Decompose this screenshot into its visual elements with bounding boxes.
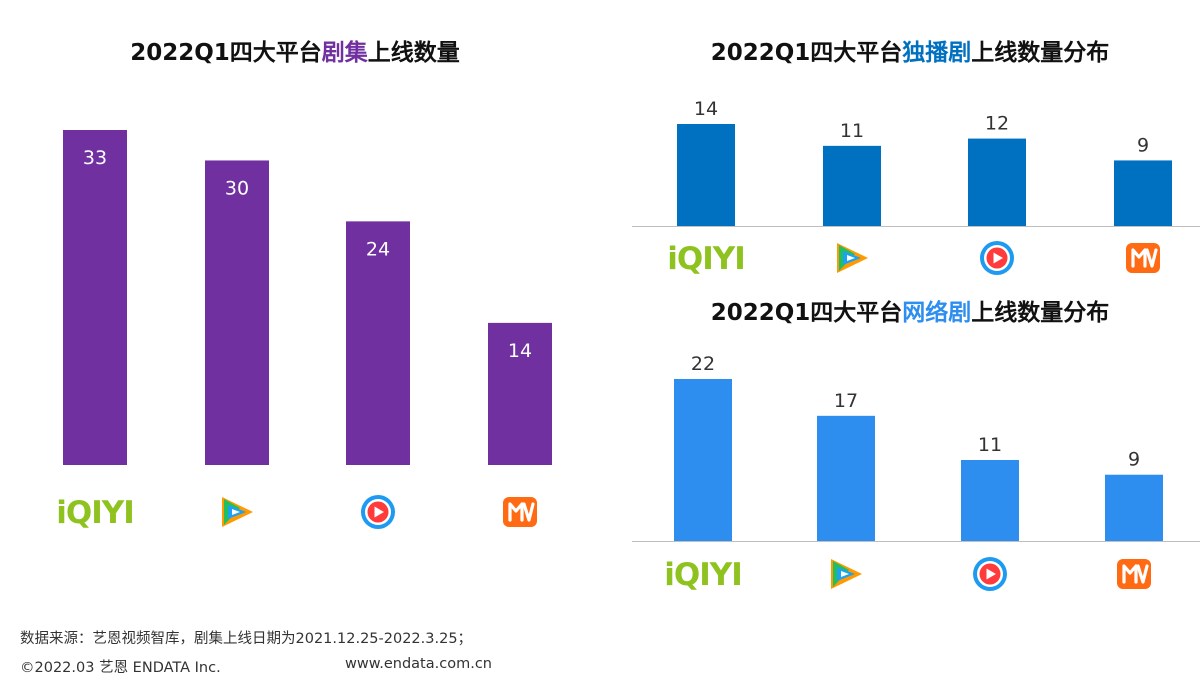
chart-3-value-label-tencent: 17 (834, 390, 858, 412)
chart-1-bar-youku (346, 221, 410, 465)
chart-1: 33 iQIYI 30 24 14 (56, 130, 552, 531)
tencent-video-logo-icon (831, 559, 862, 589)
chart-3-value-label-iqiyi: 22 (691, 353, 715, 375)
chart-1-value-label-mango: 14 (508, 340, 532, 362)
chart-3-title: 2022Q1四大平台网络剧上线数量分布 (630, 298, 1190, 328)
chart-3-bar-youku (961, 460, 1019, 541)
chart-2-title-post: 上线数量分布 (971, 40, 1110, 66)
chart-3: 22 iQIYI 17 11 9 (632, 353, 1200, 593)
mango-tv-logo-icon (1117, 559, 1151, 589)
chart-2: 14 iQIYI 11 12 9 (632, 98, 1200, 277)
youku-logo-icon (361, 495, 395, 529)
iqiyi-logo-icon: iQIYI (56, 495, 134, 531)
youku-logo-icon (980, 241, 1014, 275)
chart-3-value-label-youku: 11 (978, 434, 1002, 456)
chart-3-title-pre: 2022Q1四大平台 (710, 300, 903, 326)
tencent-video-logo-icon (222, 497, 253, 527)
iqiyi-logo-icon: iQIYI (667, 241, 745, 277)
chart-1-value-label-youku: 24 (366, 238, 390, 260)
chart-3-bar-iqiyi (674, 379, 732, 541)
chart-1-title-pre: 2022Q1四大平台 (130, 40, 322, 66)
chart-2-bar-iqiyi (677, 124, 735, 226)
chart-1-title-highlight: 剧集 (321, 40, 368, 66)
chart-2-value-label-iqiyi: 14 (694, 98, 718, 120)
chart-2-bar-youku (968, 138, 1026, 226)
chart-1-value-label-iqiyi: 33 (83, 147, 107, 169)
chart-2-value-label-youku: 12 (985, 113, 1009, 135)
youku-logo-icon (973, 557, 1007, 591)
chart-2-value-label-mango: 9 (1137, 134, 1149, 156)
copyright-text: ©2022.03 艺恩 ENDATA Inc. (20, 660, 221, 676)
chart-1-title-post: 上线数量 (367, 40, 460, 66)
chart-1-title: 2022Q1四大平台剧集上线数量 (20, 38, 570, 68)
chart-3-title-post: 上线数量分布 (971, 300, 1110, 326)
chart-2-bar-tencent (823, 145, 881, 226)
chart-3-bar-tencent (817, 415, 875, 541)
iqiyi-logo-icon: iQIYI (664, 557, 742, 593)
chart-1-value-label-tencent: 30 (225, 177, 249, 199)
chart-1-bar-iqiyi (63, 130, 127, 465)
chart-3-bar-mango (1105, 474, 1163, 541)
chart-2-bar-mango (1114, 160, 1172, 226)
tencent-video-logo-icon (837, 243, 868, 273)
chart-2-title: 2022Q1四大平台独播剧上线数量分布 (630, 38, 1190, 68)
website-text: www.endata.com.cn (345, 656, 492, 672)
chart-1-bar-mango (488, 322, 552, 465)
chart-2-value-label-tencent: 11 (840, 120, 864, 142)
chart-1-bar-tencent (205, 160, 269, 466)
chart-2-title-highlight: 独播剧 (902, 40, 972, 66)
chart-3-value-label-mango: 9 (1128, 449, 1140, 471)
mango-tv-logo-icon (503, 497, 537, 527)
mango-tv-logo-icon (1126, 243, 1160, 273)
data-source-note: 数据来源：艺恩视频智库，剧集上线日期为2021.12.25-2022.3.25； (20, 631, 473, 647)
chart-2-title-pre: 2022Q1四大平台 (710, 40, 903, 66)
chart-3-title-highlight: 网络剧 (902, 300, 972, 326)
